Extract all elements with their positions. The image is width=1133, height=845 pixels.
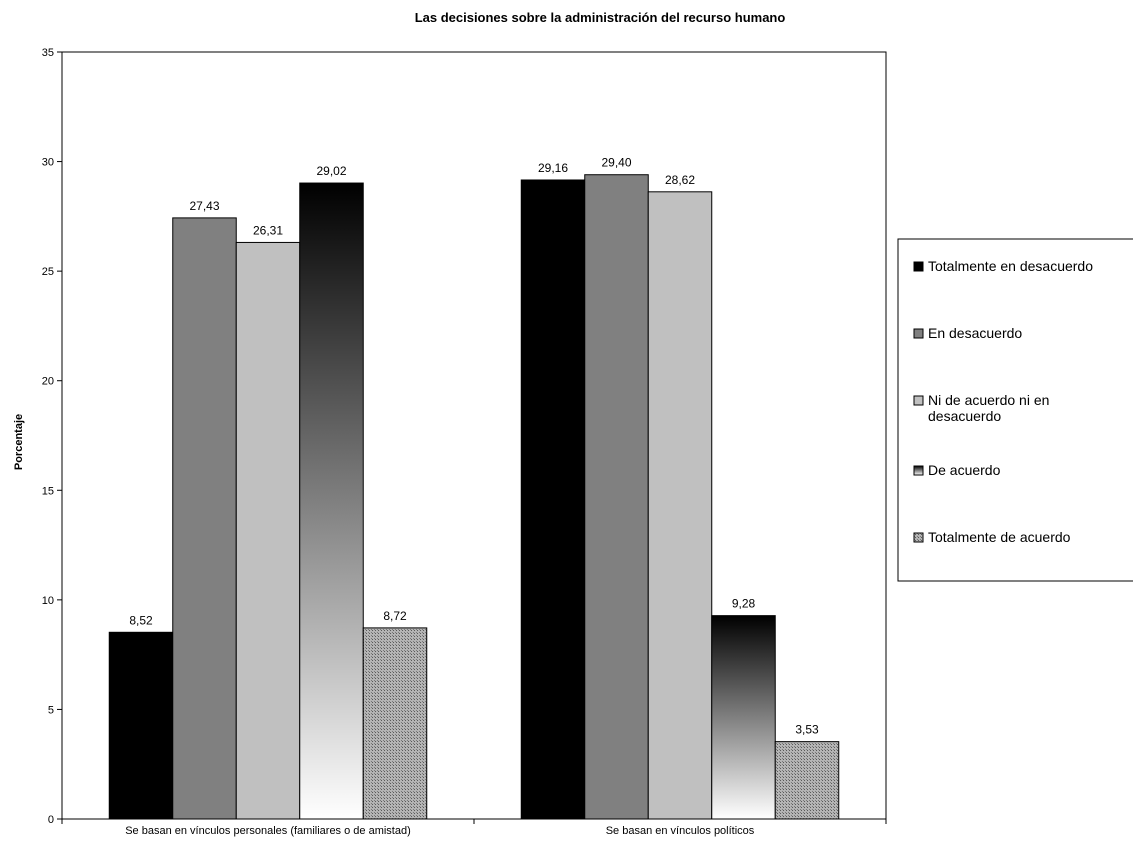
bars	[108, 174, 840, 820]
y-axis-label: Porcentaje	[13, 414, 25, 470]
bar	[520, 179, 586, 820]
y-tick-label: 35	[42, 47, 54, 59]
bar	[299, 182, 364, 820]
legend-label: Totalmente de acuerdo	[928, 529, 1071, 545]
data-label: 29,02	[316, 164, 346, 178]
x-axis: Se basan en vínculos personales (familia…	[61, 819, 887, 837]
bar	[362, 627, 428, 820]
legend-box	[897, 238, 1133, 582]
data-label: 8,52	[129, 613, 153, 627]
legend-label: En desacuerdo	[928, 325, 1022, 341]
data-label: 3,53	[795, 723, 819, 737]
y-tick-label: 10	[42, 595, 54, 607]
legend-swatch	[913, 395, 924, 406]
y-tick-label: 15	[42, 485, 54, 497]
bar	[108, 631, 174, 820]
bar	[647, 191, 713, 820]
data-label: 8,72	[383, 609, 407, 623]
y-tick-label: 5	[48, 704, 54, 716]
bar	[711, 615, 776, 820]
legend-label: Ni de acuerdo ni en desacuerdo	[928, 392, 1049, 424]
data-label: 29,16	[538, 161, 568, 175]
legend-label: Totalmente en desacuerdo	[928, 258, 1093, 274]
bar	[584, 174, 649, 820]
data-label: 28,62	[665, 173, 695, 187]
legend: Totalmente en desacuerdo En desacuerdo Ni …	[897, 238, 1133, 582]
legend-swatch	[913, 261, 924, 272]
data-labels: 8,52 29,16 27,43 29,40 26,31 28,62 29,02 9,28 8,…	[129, 156, 819, 737]
y-tick-label: 25	[42, 266, 54, 278]
chart-title: Las decisiones sobre la administración d…	[415, 10, 786, 25]
x-tick-label: Se basan en vínculos políticos	[606, 825, 755, 837]
x-tick-label: Se basan en vínculos personales (familia…	[125, 825, 411, 837]
bar	[774, 741, 840, 820]
y-axis: 0 5 10 15 20 25 30 35	[42, 47, 62, 826]
legend-swatch	[913, 465, 924, 476]
y-tick-label: 20	[42, 376, 54, 388]
bar	[172, 217, 237, 820]
legend-swatch	[913, 328, 924, 339]
y-tick-label: 30	[42, 157, 54, 169]
data-label: 9,28	[732, 597, 756, 611]
bar	[235, 241, 301, 820]
legend-label: De acuerdo	[928, 462, 1001, 478]
legend-swatch	[913, 532, 924, 543]
data-label: 27,43	[189, 199, 219, 213]
y-tick-label: 0	[48, 814, 54, 826]
data-label: 26,31	[253, 223, 283, 237]
data-label: 29,40	[601, 156, 631, 170]
